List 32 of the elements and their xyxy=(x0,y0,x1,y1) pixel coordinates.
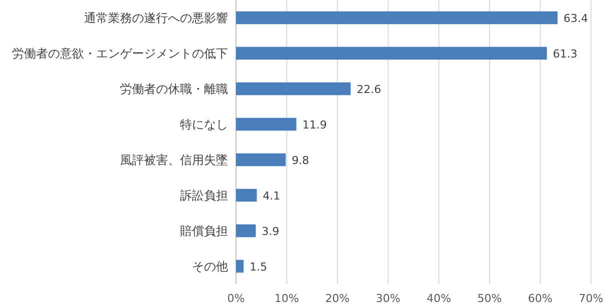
y-tick-label: 訴訟負担 xyxy=(180,188,228,202)
data-label: 61.3 xyxy=(552,47,578,60)
bar xyxy=(236,188,257,202)
data-label: 11.9 xyxy=(302,118,327,132)
data-label: 63.4 xyxy=(564,12,588,25)
x-tick-label: 60% xyxy=(528,292,553,305)
bar xyxy=(236,224,256,238)
bar xyxy=(236,260,244,273)
y-tick-label: 労働者の意欲・エンゲージメントの低下 xyxy=(12,46,228,60)
y-tick-label: 通常業務の遂行への悪影響 xyxy=(84,10,228,25)
x-tick-label: 20% xyxy=(325,292,350,305)
bar xyxy=(236,153,286,166)
x-tick-label: 40% xyxy=(426,292,452,305)
data-label: 1.5 xyxy=(250,260,268,274)
y-tick-label: 賠償負担 xyxy=(180,224,228,238)
y-tick-label: その他 xyxy=(192,259,228,274)
x-tick-label: 0% xyxy=(227,292,245,305)
bar xyxy=(236,118,296,131)
bar xyxy=(236,46,547,60)
data-label: 3.9 xyxy=(262,224,280,238)
y-tick-label: 風評被害、信用失墜 xyxy=(120,152,228,167)
data-label: 9.8 xyxy=(292,154,310,167)
data-label: 22.6 xyxy=(356,82,382,96)
y-tick-label: 特になし xyxy=(180,117,228,132)
bar xyxy=(236,11,558,24)
data-label: 4.1 xyxy=(262,189,280,202)
x-tick-label: 50% xyxy=(477,292,502,305)
x-tick-label: 10% xyxy=(274,292,299,305)
x-tick-label: 30% xyxy=(376,292,400,305)
y-tick-label: 労働者の休職・離職 xyxy=(120,82,228,96)
x-tick-label: 70% xyxy=(578,292,604,305)
bar xyxy=(236,82,351,96)
